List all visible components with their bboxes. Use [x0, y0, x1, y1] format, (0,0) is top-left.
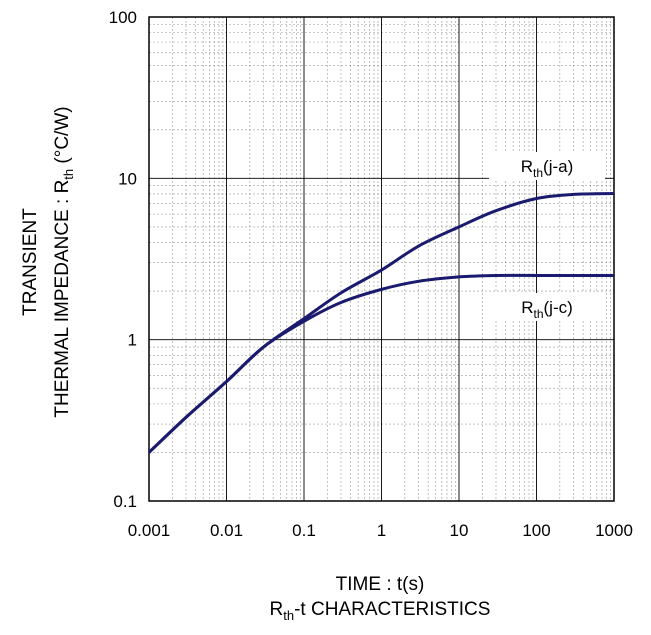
y-tick-labels: 0.1 1 10 100 [109, 8, 137, 511]
curve-label-rth-j-a: Rth(j-a) [521, 157, 574, 180]
x-axis-title: TIME : t(s) [336, 574, 425, 595]
x-tick-label: 0.001 [128, 521, 171, 540]
chart-title: Rth-t CHARACTERISTICS [270, 599, 491, 623]
x-tick-label: 0.01 [210, 521, 243, 540]
major-grid [149, 17, 614, 501]
curve-label-bg-rth-j-a [489, 152, 605, 180]
y-tick-label: 10 [118, 169, 137, 188]
y-axis-title-line2: THERMAL IMPEDANCE : Rth (°C/W) [52, 106, 76, 417]
series-layer [147, 192, 615, 454]
plot-frame [148, 16, 615, 502]
x-tick-label: 0.1 [292, 521, 316, 540]
x-tick-label: 1000 [595, 521, 633, 540]
y-axis-title-line1: TRANSIENT [20, 208, 41, 316]
curve-label-rth-j-c: Rth(j-c) [521, 298, 573, 321]
y-tick-label: 0.1 [113, 492, 137, 511]
curve-labels: Rth(j-a) Rth(j-c) [489, 152, 605, 321]
x-tick-labels: 0.001 0.01 0.1 1 10 100 1000 [128, 521, 633, 540]
series-line-rth-j-c [147, 273, 614, 454]
y-tick-label: 100 [109, 8, 137, 27]
curve-label-bg-rth-j-c [489, 293, 605, 321]
x-tick-label: 10 [450, 521, 469, 540]
x-tick-label: 1 [377, 521, 386, 540]
x-tick-label: 100 [522, 521, 550, 540]
y-tick-label: 1 [128, 331, 137, 350]
